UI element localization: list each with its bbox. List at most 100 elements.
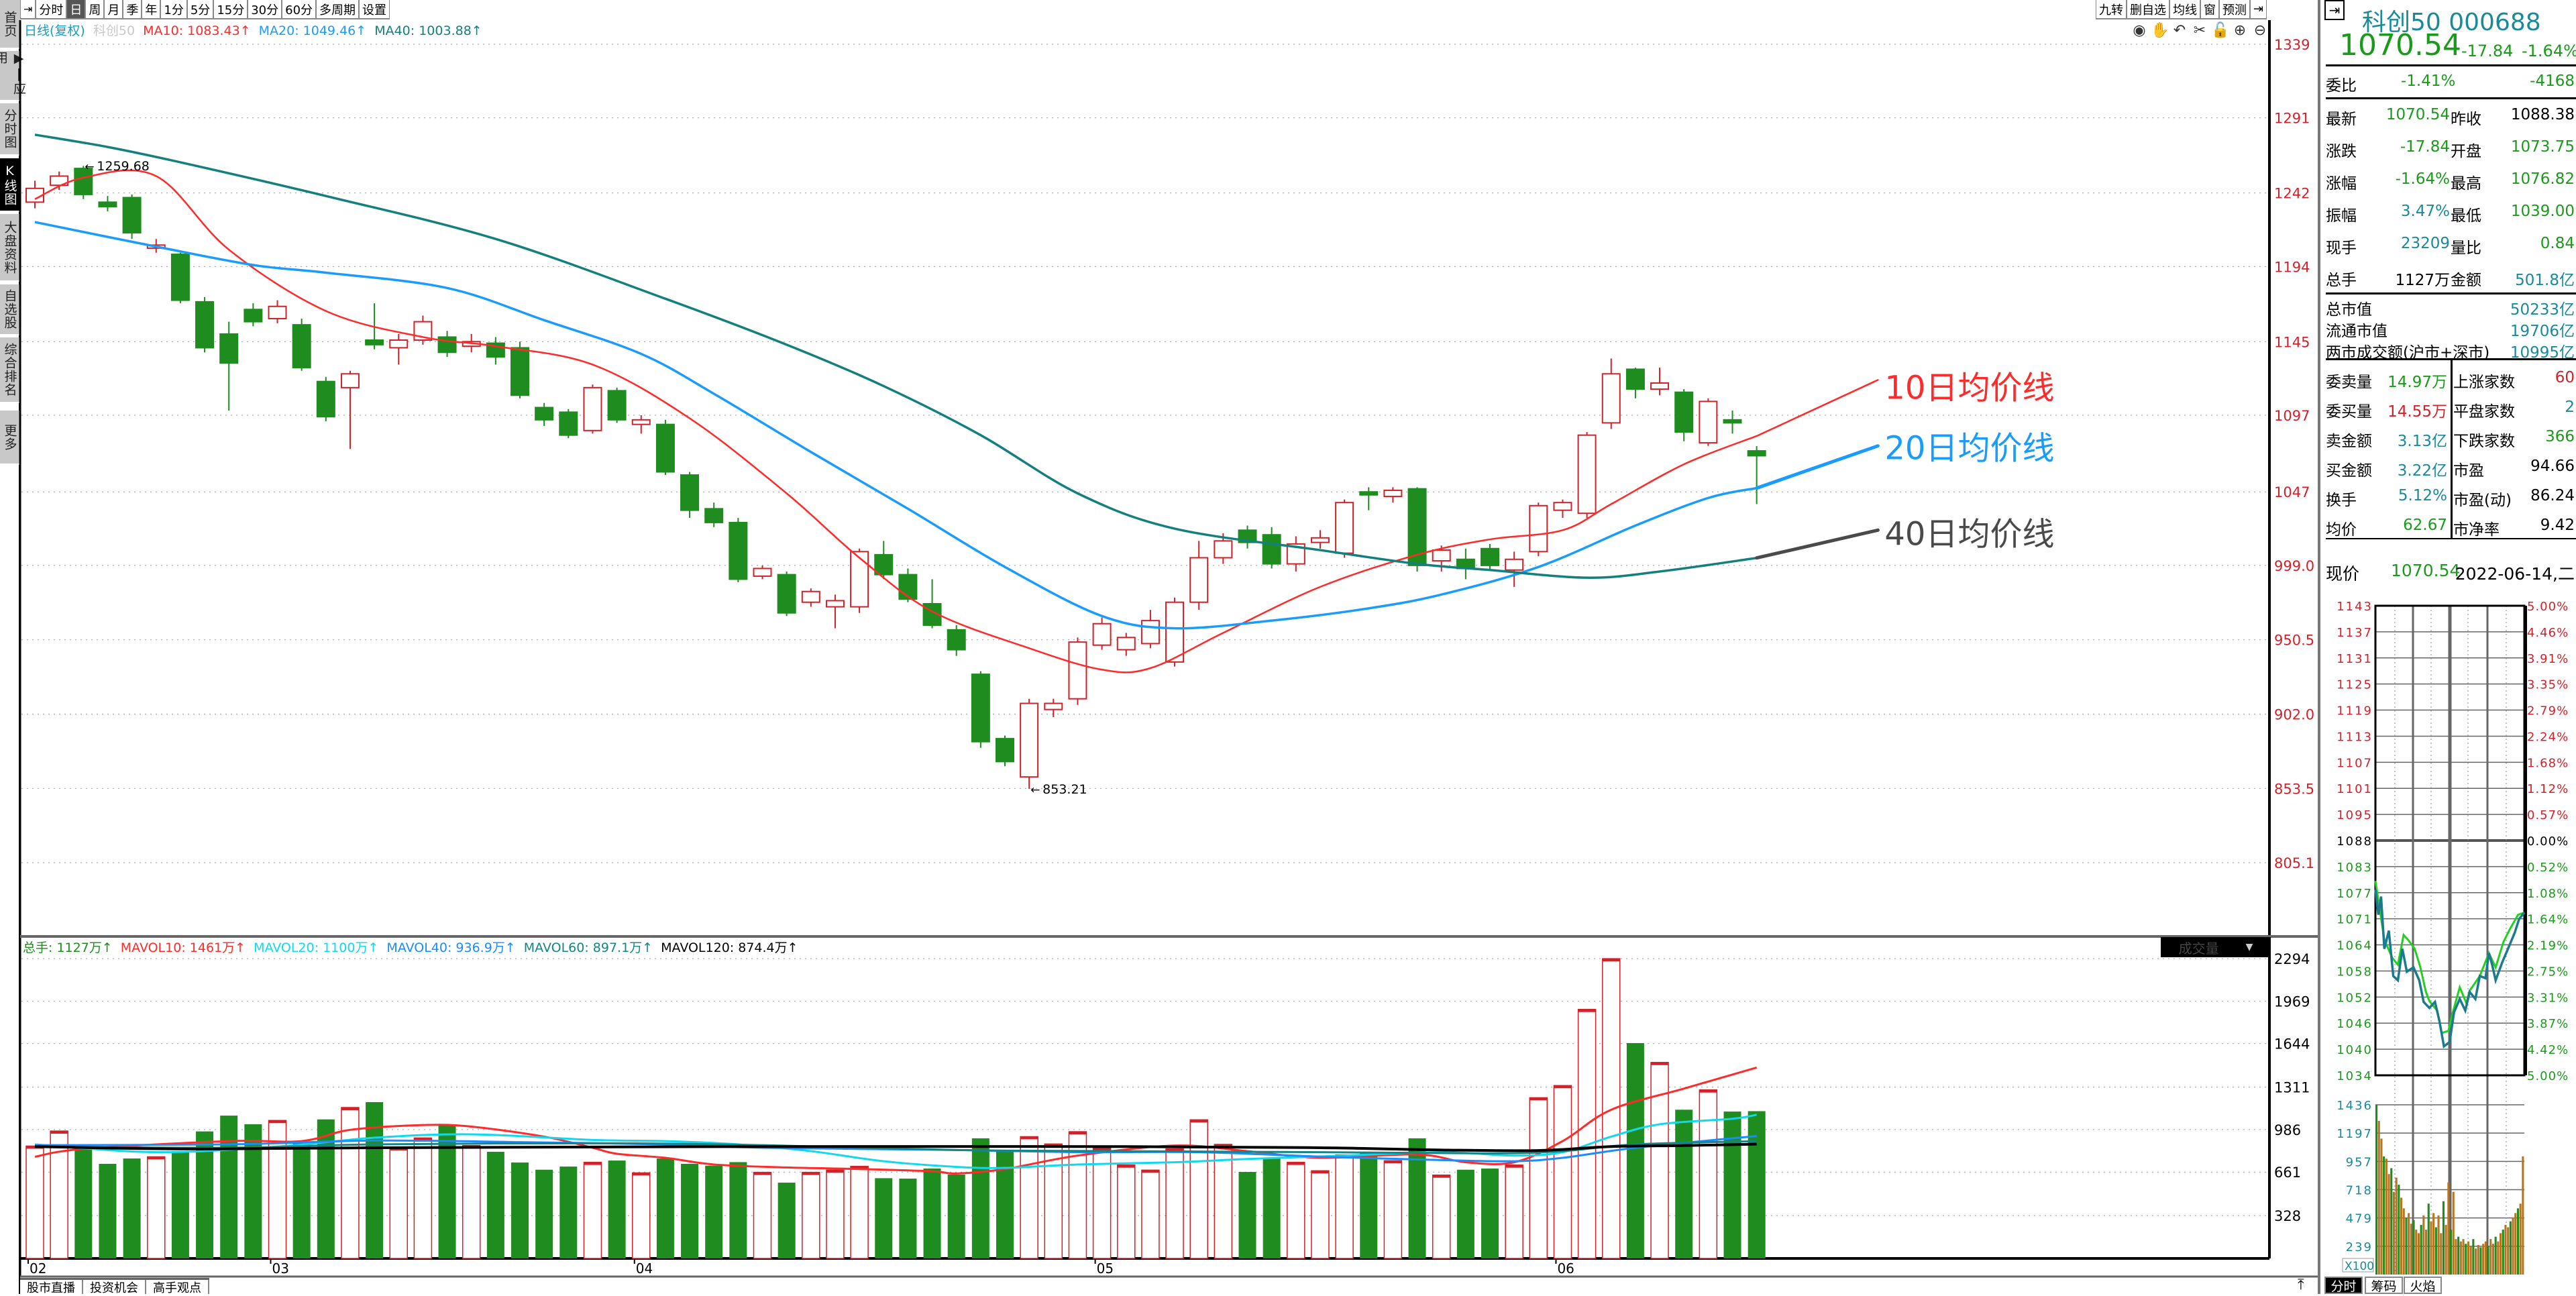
zoom-in-icon[interactable]: ⊕ <box>2233 22 2247 39</box>
chart-type-label[interactable]: 日线(复权) <box>24 23 85 38</box>
total-volume: 总手: 1127万↑ <box>23 940 113 955</box>
candle-body <box>825 600 845 608</box>
volume-bar <box>1141 1169 1160 1259</box>
period-tab[interactable]: 15分 <box>213 0 248 19</box>
tool-button[interactable]: 均线 <box>2169 0 2200 19</box>
bottom-tab[interactable]: 投资机会 <box>83 1280 146 1295</box>
nav-item[interactable]: K线图 <box>0 158 20 212</box>
stat-label: 最新 <box>2326 111 2357 128</box>
candle <box>1699 398 1718 446</box>
hand-icon[interactable]: ✋ <box>2151 22 2169 39</box>
volume-bar <box>1238 1172 1256 1258</box>
date-tick-label: 02 <box>30 1260 46 1277</box>
period-tab[interactable]: 季 <box>123 0 142 19</box>
candle <box>1505 551 1524 587</box>
stat-value: -1.64% <box>2395 170 2450 188</box>
period-tab[interactable]: 多周期 <box>316 0 360 19</box>
tool-button[interactable]: 窗 <box>2200 0 2219 19</box>
now-date: 2022-06-14,二 <box>2455 564 2575 584</box>
volume-bar-cap <box>1384 1160 1402 1164</box>
stat-label: 市盈 <box>2453 462 2484 480</box>
tool-button[interactable]: ⇥ <box>2250 0 2267 19</box>
price-tick-label: 853.5 <box>2274 781 2314 797</box>
period-tab[interactable]: 5分 <box>186 0 214 19</box>
candle-body <box>1674 391 1694 433</box>
tool-button[interactable]: 删自选 <box>2127 0 2169 19</box>
volume-bar-cap <box>1432 1175 1450 1178</box>
volume-bar <box>923 1168 941 1258</box>
candle <box>971 671 990 748</box>
nav-item[interactable]: 首页 <box>0 0 20 49</box>
period-tab[interactable]: 日 <box>66 0 86 19</box>
candle-body <box>1699 400 1718 444</box>
candle-body <box>1189 557 1209 603</box>
volume-bar-cap <box>1699 1089 1717 1093</box>
candle-body <box>1529 504 1548 553</box>
nav-item[interactable]: 综合排名 <box>0 337 20 403</box>
ma10-value: MA10: 1083.43↑ <box>143 23 251 38</box>
price-tick-label: 1291 <box>2274 111 2310 127</box>
ma40-value: MA40: 1003.88↑ <box>374 23 482 38</box>
tool-button[interactable]: 九转 <box>2096 0 2127 19</box>
volume-tick-label: 661 <box>2274 1165 2301 1181</box>
period-tab[interactable]: 周 <box>85 0 105 19</box>
volume-bar-cap <box>1069 1132 1087 1135</box>
price-tick-label: 1194 <box>2274 259 2310 275</box>
scroll-top-icon[interactable]: ⤒ <box>2298 1277 2304 1293</box>
eye-icon[interactable]: ◉ <box>2133 22 2146 39</box>
period-tab[interactable]: 年 <box>142 0 161 19</box>
volume-bar <box>511 1163 529 1258</box>
volume-tick-label: 986 <box>2274 1122 2301 1138</box>
period-tab[interactable]: 60分 <box>282 0 317 19</box>
zoom-out-icon[interactable]: ⊖ <box>2253 22 2267 39</box>
nav-item[interactable]: 分时图 <box>0 103 20 156</box>
date-tick-label: 06 <box>1557 1260 1574 1277</box>
candle-body <box>122 197 142 234</box>
period-tab[interactable]: 月 <box>104 0 123 19</box>
ma20-annotation: 20日均价线 <box>1884 430 2054 468</box>
volume-bar <box>753 1171 772 1259</box>
stat-label: 最高 <box>2451 175 2481 193</box>
candle-body <box>535 407 554 421</box>
volume-bar <box>1699 1089 1718 1259</box>
collapse-arrow-icon[interactable]: ⇥ <box>20 0 36 19</box>
nav-item[interactable]: 自选股 <box>0 284 20 335</box>
scissors-icon[interactable]: ✂ <box>2193 22 2206 39</box>
panel-toggle-icon[interactable]: ⇥ <box>2324 0 2345 20</box>
ma40-annotation: 40日均价线 <box>1884 515 2054 553</box>
candle-body <box>583 386 602 431</box>
tool-button[interactable]: 预测 <box>2219 0 2250 19</box>
volume-bar <box>996 1150 1014 1258</box>
stat-value: 2 <box>2565 398 2575 416</box>
candle-body <box>850 551 869 608</box>
extreme-price-annotation: 1259.68 <box>97 159 150 174</box>
period-tab[interactable]: 分时 <box>36 0 67 19</box>
indicator-selector[interactable]: 成交量 ▼ <box>2161 937 2271 957</box>
candle-body <box>680 474 700 511</box>
candle <box>1577 432 1597 519</box>
intraday-tab[interactable]: 筹码 <box>2365 1277 2403 1294</box>
candle <box>1238 525 1257 549</box>
candle <box>1140 610 1160 649</box>
volume-bar-cap <box>753 1172 771 1175</box>
volume-bar-cap <box>147 1156 165 1160</box>
period-tab[interactable]: 设置 <box>359 0 390 19</box>
volume-bar <box>1553 1085 1572 1259</box>
nav-item[interactable]: 大盘资料 <box>0 214 20 282</box>
candle-body <box>1625 368 1645 390</box>
mavol120-value: MAVOL120: 874.4万↑ <box>661 940 798 955</box>
intraday-tab[interactable]: 分时 <box>2324 1277 2363 1294</box>
period-tab[interactable]: 1分 <box>160 0 187 19</box>
bottom-tab[interactable]: 股市直播 <box>20 1280 83 1295</box>
nav-item[interactable]: 更多 <box>0 411 20 465</box>
bottom-tab[interactable]: 高手观点 <box>146 1280 209 1295</box>
period-tab[interactable]: 30分 <box>248 0 282 19</box>
undo-icon[interactable]: ↶ <box>2173 22 2186 39</box>
intraday-tab[interactable]: 火焰 <box>2404 1277 2442 1294</box>
period-toolbar: ⇥ 分时日周月季年 1分 5分 15分 30分 60分 多周期 设置 <box>20 0 390 19</box>
stat-value: 1088.38 <box>2510 106 2575 123</box>
candle <box>437 331 457 358</box>
stat-label: 总手 <box>2326 272 2357 289</box>
lock-icon[interactable]: 🔓 <box>2211 22 2230 39</box>
